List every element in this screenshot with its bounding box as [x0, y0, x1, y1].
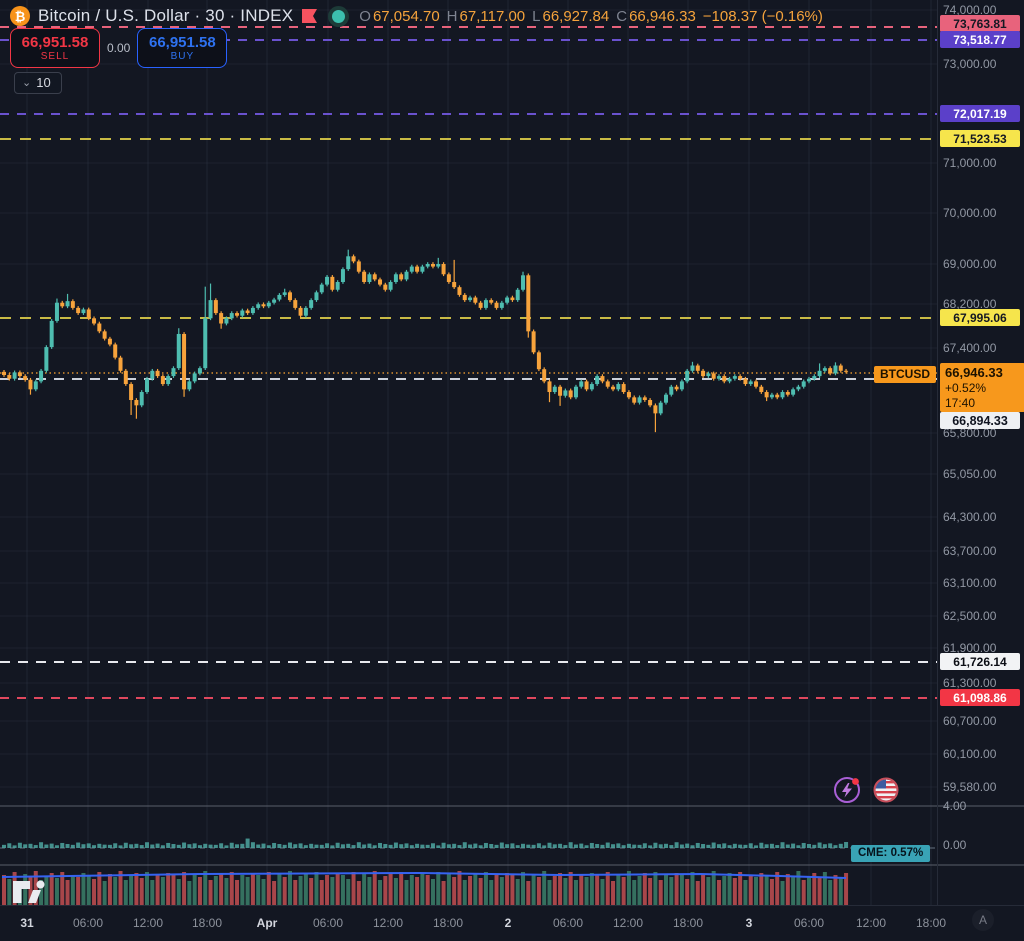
- current-price: 66,946.33: [945, 364, 1003, 380]
- price-tick-label: 4.00: [943, 799, 967, 813]
- price-tick-label: 63,700.00: [943, 544, 997, 558]
- price-tick-label: 65,050.00: [943, 467, 997, 481]
- buy-price: 66,951.58: [148, 33, 216, 51]
- quantity-dropdown[interactable]: ⌄ 10: [14, 72, 62, 94]
- candlestick-series: [2, 249, 849, 433]
- low-value: 66,927.84: [542, 7, 610, 25]
- price-level-badge: 72,017.19: [940, 105, 1020, 122]
- price-tick-label: 61,900.00: [943, 641, 997, 655]
- sell-label: SELL: [40, 50, 70, 62]
- current-price-badge: 66,946.33 +0.52% 17:40: [940, 363, 1024, 412]
- trade-panel: 66,951.58 SELL 0.00 66,951.58 BUY: [10, 28, 228, 68]
- time-tick-label: 2: [504, 916, 512, 930]
- high-key: H: [446, 7, 458, 25]
- price-tick-label: 60,100.00: [943, 747, 997, 761]
- chevron-down-icon: ⌄: [22, 77, 32, 89]
- time-tick-label: 12:00: [612, 916, 644, 930]
- pane-quick-actions: [833, 776, 900, 804]
- close-key: C: [616, 7, 628, 25]
- sell-button[interactable]: 66,951.58 SELL: [10, 28, 100, 68]
- price-level-badge: 71,523.53: [940, 130, 1020, 147]
- price-level-badge: 67,995.06: [940, 309, 1020, 326]
- price-level-badge: 61,726.14: [940, 653, 1020, 670]
- tradingview-logo[interactable]: [12, 878, 48, 911]
- symbol-title[interactable]: Bitcoin / U.S. Dollar · 30 · INDEX: [38, 6, 294, 25]
- time-axis[interactable]: 31 06:00 12:00 18:00 Apr 06:00 12:00 18:00 2 06:0…: [0, 905, 1024, 941]
- time-tick-label: 06:00: [793, 916, 825, 930]
- time-tick-label: 06:00: [72, 916, 104, 930]
- price-level-lines: [0, 26, 937, 699]
- data-dot-icon: [332, 9, 346, 23]
- price-tick-label: 69,000.00: [943, 257, 997, 271]
- time-tick-label: 18:00: [432, 916, 464, 930]
- close-value: 66,946.33: [629, 7, 696, 25]
- price-level-badge: 73,518.77: [940, 31, 1020, 48]
- blue-overlay-line: [1, 871, 847, 879]
- cme-indicator-label: CME: 0.57%: [851, 845, 931, 862]
- buy-button[interactable]: 66,951.58 BUY: [137, 28, 228, 68]
- grid-lines: [0, 0, 937, 905]
- time-tick-label: 18:00: [672, 916, 704, 930]
- price-tick-label: 0.00: [943, 838, 967, 852]
- current-change-pct: +0.52%: [945, 380, 987, 395]
- high-value: 67,117.00: [459, 7, 526, 25]
- price-tick-label: 65,800.00: [943, 426, 997, 440]
- prev-close-badge: 66,894.33: [940, 412, 1020, 429]
- symbol-price-tag: BTCUSD: [874, 366, 936, 383]
- price-level-badge: 61,098.86: [940, 689, 1020, 706]
- price-tick-label: 67,400.00: [943, 341, 997, 355]
- time-tick-label: 12:00: [132, 916, 164, 930]
- price-level-badge: 73,763.81: [940, 15, 1020, 32]
- time-tick-label: 3: [745, 916, 753, 930]
- time-tick-label: 18:00: [915, 916, 947, 930]
- spread-value: 0.00: [100, 39, 138, 57]
- price-axis[interactable]: 74,000.00 73,000.00 71,000.00 70,000.00 69,0…: [937, 0, 1024, 905]
- sell-price: 66,951.58: [21, 33, 89, 51]
- price-tick-label: 70,000.00: [943, 206, 997, 220]
- bitcoin-logo-icon: ₿: [10, 6, 30, 26]
- price-tick-label: 63,100.00: [943, 576, 997, 590]
- volume-bars-series: [2, 871, 849, 905]
- chart-legend: ₿ Bitcoin / U.S. Dollar · 30 · INDEX O 6…: [10, 4, 823, 28]
- cme-histogram-series: [2, 838, 849, 848]
- price-tick-label: 60,700.00: [943, 714, 997, 728]
- change-value: −108.37 (−0.16%): [702, 7, 823, 25]
- time-tick-label: 31: [20, 916, 34, 930]
- bar-countdown: 17:40: [945, 395, 976, 410]
- price-tick-label: 71,000.00: [943, 156, 997, 170]
- price-tick-label: 73,000.00: [943, 57, 997, 71]
- price-tick-label: 68,200.00: [943, 297, 997, 311]
- ohlc-values: O 67,054.70 H 67,117.00 L 66,927.84 C 66…: [359, 8, 823, 25]
- open-value: 67,054.70: [372, 7, 440, 25]
- alerts-lightning-icon[interactable]: [833, 776, 861, 804]
- flag-icon[interactable]: [301, 8, 318, 24]
- time-tick-label: 12:00: [855, 916, 887, 930]
- auto-scale-button[interactable]: A: [972, 909, 994, 931]
- price-tick-label: 61,300.00: [943, 676, 997, 690]
- buy-label: BUY: [170, 50, 195, 62]
- quantity-value: 10: [36, 75, 51, 90]
- price-tick-label: 64,300.00: [943, 510, 997, 524]
- us-flag-economic-events-icon[interactable]: [872, 776, 900, 804]
- time-tick-label: 06:00: [552, 916, 584, 930]
- time-tick-label: 06:00: [312, 916, 344, 930]
- time-tick-label: Apr: [256, 916, 278, 930]
- low-key: L: [532, 7, 541, 25]
- time-tick-label: 18:00: [191, 916, 223, 930]
- price-tick-label: 62,500.00: [943, 609, 997, 623]
- price-tick-label: 74,000.00: [943, 3, 997, 17]
- open-key: O: [359, 7, 371, 25]
- price-tick-label: 59,580.00: [943, 780, 997, 794]
- time-tick-label: 12:00: [372, 916, 404, 930]
